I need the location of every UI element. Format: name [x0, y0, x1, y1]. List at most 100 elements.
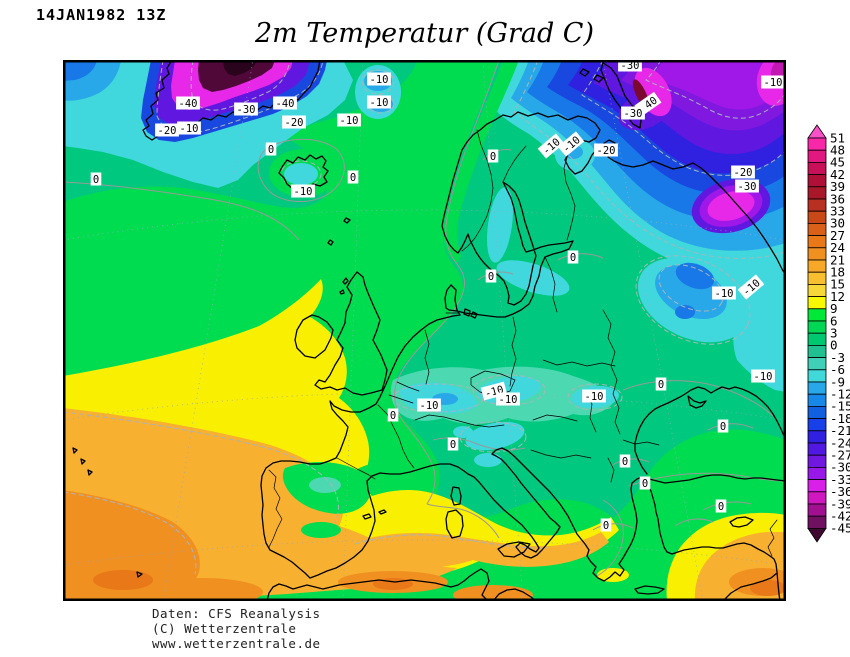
colorbar-cell	[807, 381, 827, 395]
colorbar-cell	[807, 369, 827, 383]
colorbar-tick: 45	[830, 155, 845, 170]
svg-text:0: 0	[350, 172, 356, 184]
svg-text:-10: -10	[370, 74, 389, 86]
temp-label: -10	[177, 121, 201, 135]
colorbar-cell	[807, 235, 827, 249]
temp-label: -10	[751, 369, 775, 383]
colorbar-tick: 39	[830, 179, 845, 194]
colorbar-cell	[807, 344, 827, 358]
pyrenees-green	[351, 463, 395, 485]
colorbar-cell	[807, 162, 827, 176]
colorbar: 51 48 45 42 39 36 33 30 27 24 21 18 15 12 9 6 3 0 -3 -6 -9 -1…	[806, 124, 850, 546]
colorbar-cell	[807, 479, 827, 493]
colorbar-tick: -9	[830, 374, 845, 389]
colorbar-tick: 0	[830, 338, 838, 353]
temp-label: 0	[639, 476, 651, 490]
temp-label: 0	[347, 170, 359, 184]
colorbar-cell	[807, 466, 827, 480]
colorbar-tick: -45	[830, 521, 850, 536]
svg-text:-40: -40	[179, 98, 198, 110]
colorbar-tick: 15	[830, 277, 845, 292]
colorbar-arrow-bottom	[807, 527, 827, 543]
colorbar-tick: -3	[830, 350, 845, 365]
temp-label: -20	[282, 115, 306, 129]
svg-text:-10: -10	[420, 400, 439, 412]
temp-label: -20	[731, 165, 755, 179]
temp-label: -10	[367, 95, 391, 109]
map-title: 2m Temperatur (Grad C)	[254, 18, 595, 49]
credit-line-url: www.wetterzentrale.de	[152, 636, 321, 651]
warm-deeporange-sw	[63, 490, 200, 601]
svg-text:-10: -10	[585, 391, 604, 403]
colorbar-tick: -24	[830, 435, 850, 450]
svg-text:0: 0	[268, 144, 274, 156]
svg-text:-30: -30	[738, 181, 757, 193]
svg-text:0: 0	[570, 252, 576, 264]
colorbar-cell	[807, 442, 827, 456]
temperature-map: -40 -30 -40 -20 -10 -20 -10 -10 -10 0 0 0 -10 -30 -10-…	[62, 54, 798, 606]
temp-label: -30	[735, 179, 759, 193]
colorbar-cell	[807, 247, 827, 261]
colorbar-tick: -33	[830, 472, 850, 487]
dashed-egl1	[361, 69, 395, 95]
colorbar-arrow-top	[807, 124, 827, 139]
temp-label: -20	[155, 123, 179, 137]
colorbar-tick: -12	[830, 387, 850, 402]
temp-label: 0	[387, 408, 399, 422]
colorbar-tick: 3	[830, 326, 838, 341]
ukr-blue	[675, 262, 715, 290]
credit-line-copyright: (C) Wetterzentrale	[152, 621, 297, 636]
temp-label: 0	[567, 250, 579, 264]
greenland-core	[223, 60, 257, 76]
spain-paleteal	[309, 477, 341, 493]
temp-label: 0	[90, 172, 102, 186]
colorbar-cell	[807, 174, 827, 188]
colorbar-cell	[807, 320, 827, 334]
colorbar-cell	[807, 223, 827, 237]
colorbar-tick: 30	[830, 216, 845, 231]
colorbar-cell	[807, 491, 827, 505]
colorbar-cell	[807, 357, 827, 371]
dashed-ce-a	[392, 383, 484, 413]
temp-label: -30	[621, 106, 645, 120]
svg-text:-10: -10	[340, 115, 359, 127]
svg-text:-30: -30	[621, 60, 640, 72]
credits: Daten: CFS Reanalysis (C) Wetterzentrale…	[152, 606, 321, 651]
colorbar-cell	[807, 454, 827, 468]
spain-green2	[301, 522, 341, 538]
temp-label: -10	[712, 286, 736, 300]
ne-brightpurple	[649, 60, 786, 110]
baltic-cyan	[496, 260, 570, 296]
svg-text:-30: -30	[624, 108, 643, 120]
colorbar-tick: 21	[830, 252, 845, 267]
warm-orange-med	[355, 532, 609, 568]
colorbar-cell	[807, 137, 827, 151]
colorbar-cell	[807, 149, 827, 163]
colorbar-tick: 24	[830, 240, 845, 255]
svg-text:0: 0	[603, 520, 609, 532]
contours-dashed	[62, 59, 787, 575]
alps-cyan	[465, 421, 525, 451]
svg-text:-10: -10	[180, 123, 199, 135]
colorbar-cell	[807, 296, 827, 310]
svg-text:0: 0	[658, 379, 664, 391]
credit-line-data: Daten: CFS Reanalysis	[152, 606, 321, 621]
colorbar-tick: -27	[830, 448, 850, 463]
temp-label: 0	[655, 377, 667, 391]
temp-label: -10	[367, 72, 391, 86]
colorbar-cell	[807, 430, 827, 444]
colorbar-tick: 9	[830, 301, 838, 316]
colorbar-cell	[807, 186, 827, 200]
colorbar-cell	[807, 198, 827, 212]
svg-text:-10: -10	[754, 371, 773, 383]
colorbar-tick: -18	[830, 411, 850, 426]
svg-text:-20: -20	[285, 117, 304, 129]
iceland-cyan-core	[284, 163, 318, 185]
colorbar-cell	[807, 308, 827, 322]
temp-label: -10	[582, 389, 606, 403]
dashed-alps	[459, 421, 527, 453]
svg-text:0: 0	[93, 174, 99, 186]
temp-label: 0	[717, 419, 729, 433]
colorbar-tick: -6	[830, 362, 845, 377]
